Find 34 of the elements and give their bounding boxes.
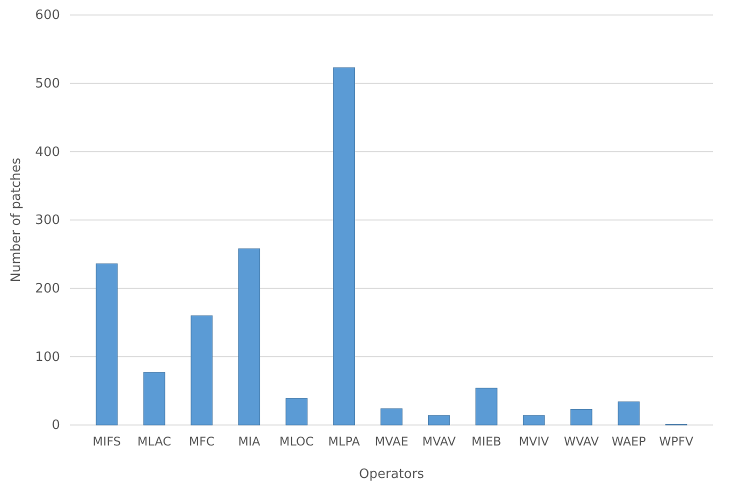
bar — [96, 263, 118, 426]
bar — [618, 402, 640, 426]
bar — [475, 388, 498, 426]
bar — [522, 415, 545, 426]
x-tick-label: MLAC — [137, 434, 172, 449]
y-tick-label: 0 — [52, 418, 60, 434]
bar — [143, 372, 166, 426]
x-tick-label: MVIV — [518, 434, 550, 449]
x-tick-label: MVAV — [422, 434, 456, 449]
x-tick-label: WAEP — [612, 434, 646, 449]
bar — [428, 415, 450, 426]
x-tick-label: MLPA — [328, 434, 361, 449]
bar — [286, 398, 308, 426]
x-tick-label: WPFV — [659, 434, 694, 449]
y-tick-label: 500 — [35, 76, 60, 92]
x-axis-title: Operators — [359, 467, 424, 482]
bar — [570, 409, 592, 426]
bar — [238, 248, 260, 426]
x-tick-label: MVAE — [374, 434, 408, 449]
x-tick-label: MIEB — [472, 434, 502, 449]
y-tick-label: 200 — [35, 281, 60, 296]
bar — [380, 408, 402, 426]
x-tick-label: MFC — [188, 434, 215, 449]
x-tick-label: MIFS — [92, 434, 121, 449]
y-tick-label: 400 — [35, 144, 60, 160]
bar — [333, 67, 355, 426]
bar — [190, 315, 213, 426]
y-tick-label: 300 — [35, 213, 60, 228]
x-tick-label: MLOC — [279, 434, 314, 449]
y-tick-label: 100 — [35, 350, 60, 365]
x-tick-label: MIA — [238, 434, 261, 449]
y-tick-label: 600 — [35, 8, 60, 24]
x-tick-label: WVAV — [564, 434, 600, 449]
y-axis-title: Number of patches — [9, 158, 24, 282]
